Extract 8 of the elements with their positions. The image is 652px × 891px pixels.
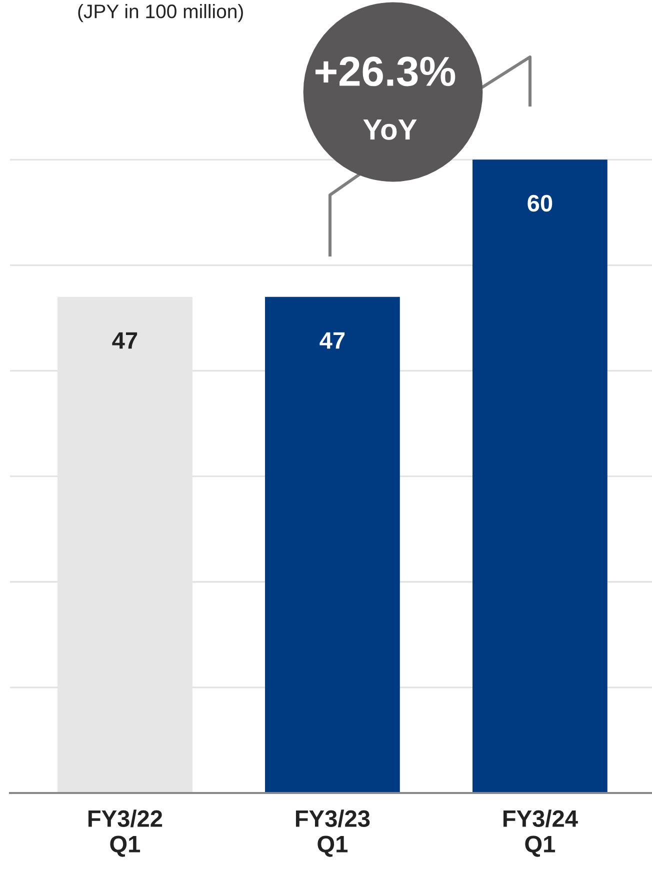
data-label: 47	[112, 332, 138, 349]
x-tick-label: FY3/22 Q1	[88, 810, 162, 857]
text: +26.3% YoY	[316, 56, 456, 140]
x-tick-label: FY3/23 Q1	[296, 810, 370, 857]
data-label: 47	[320, 332, 345, 349]
chart-subtitle: (JPY in 100 million)	[78, 4, 243, 22]
x-tick-label: FY3/24 Q1	[503, 810, 578, 857]
data-label: 60	[528, 194, 552, 212]
